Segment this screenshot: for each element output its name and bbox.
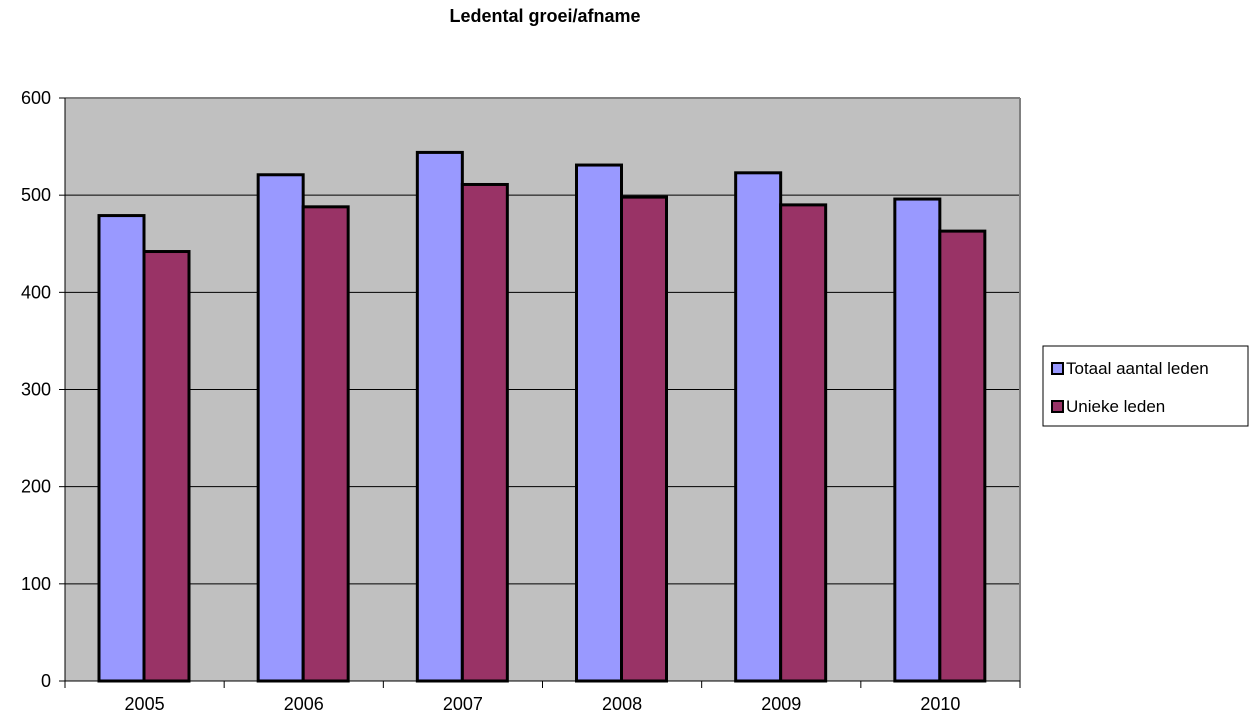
legend-label-1: Unieke leden: [1066, 397, 1165, 416]
bars: [97, 150, 987, 683]
bar-uniek-2010: [938, 229, 987, 683]
y-tick-label: 200: [21, 477, 51, 497]
bar-totaal-2005: [97, 214, 146, 683]
legend-label-0: Totaal aantal leden: [1066, 359, 1209, 378]
axes: 0 100 200 300 400 500 600 2005 2006 2007 2008 2009 2…: [21, 88, 1021, 714]
bar-totaal-2010: [893, 197, 942, 683]
x-tick-label: 2005: [125, 694, 165, 714]
legend-box: [1042, 345, 1249, 427]
y-tick-label: 400: [21, 282, 51, 302]
bar-uniek-2008: [620, 195, 668, 683]
chart-title: Ledental groei/afname: [449, 6, 641, 26]
bar-totaal-2006: [256, 173, 305, 683]
bar-totaal-2009: [734, 171, 783, 683]
y-tick-label: 0: [41, 671, 51, 691]
y-tick-label: 500: [21, 185, 51, 205]
y-tick-label: 600: [21, 88, 51, 108]
bar-totaal-2008: [575, 163, 623, 683]
legend-swatch-0: [1051, 362, 1064, 375]
legend-swatch-1: [1051, 400, 1064, 413]
y-tick-label: 300: [21, 380, 51, 400]
bar-uniek-2005: [142, 250, 191, 683]
x-tick-label: 2006: [284, 694, 324, 714]
x-tick-label: 2007: [443, 694, 483, 714]
x-tick-label: 2010: [920, 694, 960, 714]
y-tick-label: 100: [21, 574, 51, 594]
bar-uniek-2007: [460, 182, 509, 683]
bar-uniek-2009: [779, 203, 828, 683]
bar-uniek-2006: [301, 205, 350, 683]
bar-totaal-2007: [415, 150, 464, 683]
x-tick-label: 2009: [761, 694, 801, 714]
legend: Totaal aantal leden Unieke leden: [1042, 345, 1249, 427]
x-tick-label: 2008: [602, 694, 642, 714]
